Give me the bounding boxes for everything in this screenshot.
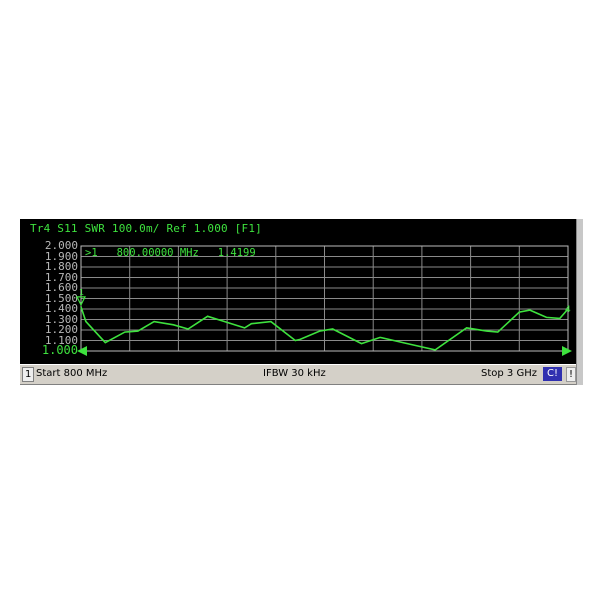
- reference-level-arrow-left: [77, 346, 87, 356]
- trace-line: [80, 306, 569, 351]
- y-tick-label: 1.300: [44, 312, 78, 326]
- status-bar: 1 Start 800 MHz IFBW 30 kHz Stop 3 GHz C…: [20, 364, 577, 385]
- y-tick-label: 1.700: [44, 270, 78, 284]
- marker-1-icon: [76, 296, 86, 307]
- y-tick-label: 1.100: [44, 333, 78, 347]
- y-tick-label: 1.900: [44, 249, 78, 263]
- y-axis-labels: 2.000 1.900 1.800 1.700 1.600 1.500 1.400 1.300…: [20, 219, 78, 365]
- warning-badge[interactable]: !: [566, 367, 577, 382]
- y-tick-label: 1.800: [44, 260, 78, 273]
- marker-readout: >1 800.00000 MHz 1.4199: [85, 247, 256, 259]
- calibration-badge[interactable]: C!: [543, 367, 562, 381]
- y-tick-label: 1.500: [44, 291, 78, 305]
- right-scrollbar[interactable]: [576, 219, 583, 385]
- trace-end-label: 4: [565, 305, 571, 315]
- ifbw[interactable]: IFBW 30 kHz: [263, 368, 326, 379]
- trace-plot[interactable]: >1 800.00000 MHz 1.4199 1 4: [20, 219, 578, 365]
- plot-frame: [80, 245, 569, 352]
- channel-indicator[interactable]: 1: [22, 367, 35, 382]
- trace-title[interactable]: Tr4 S11 SWR 100.0m/ Ref 1.000 [F1]: [30, 222, 262, 235]
- y-tick-label: 1.200: [44, 323, 78, 336]
- reference-level-arrow-right: [562, 346, 572, 356]
- y-tick-label: 2.000: [44, 239, 78, 252]
- start-frequency[interactable]: Start 800 MHz: [36, 368, 108, 379]
- y-tick-label: 1.600: [44, 281, 78, 294]
- y-tick-label: 1.400: [44, 302, 78, 315]
- stop-frequency[interactable]: Stop 3 GHz: [481, 368, 537, 379]
- y-tick-label: 1.000: [41, 343, 78, 357]
- marker-1-label: 1: [79, 288, 84, 297]
